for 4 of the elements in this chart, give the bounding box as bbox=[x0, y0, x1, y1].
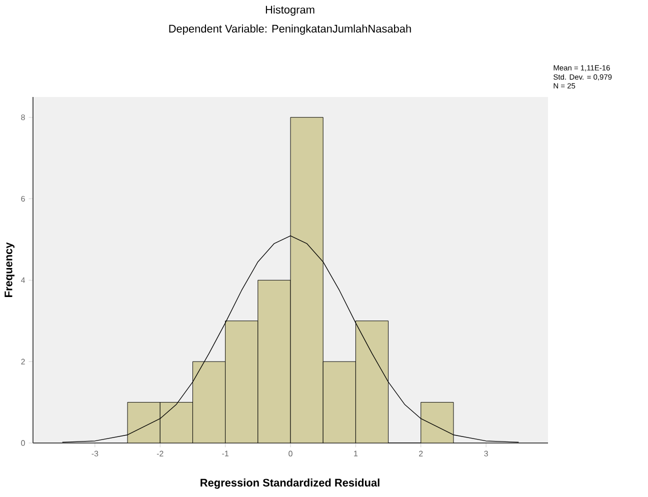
y-axis-title: Frequency bbox=[4, 242, 14, 297]
chart-subtitle: Dependent Variable: PeningkatanJumlahNasabah bbox=[169, 24, 411, 35]
x-axis-title: Regression Standardized Residual bbox=[200, 478, 380, 489]
chart-title: Histogram bbox=[266, 6, 314, 16]
